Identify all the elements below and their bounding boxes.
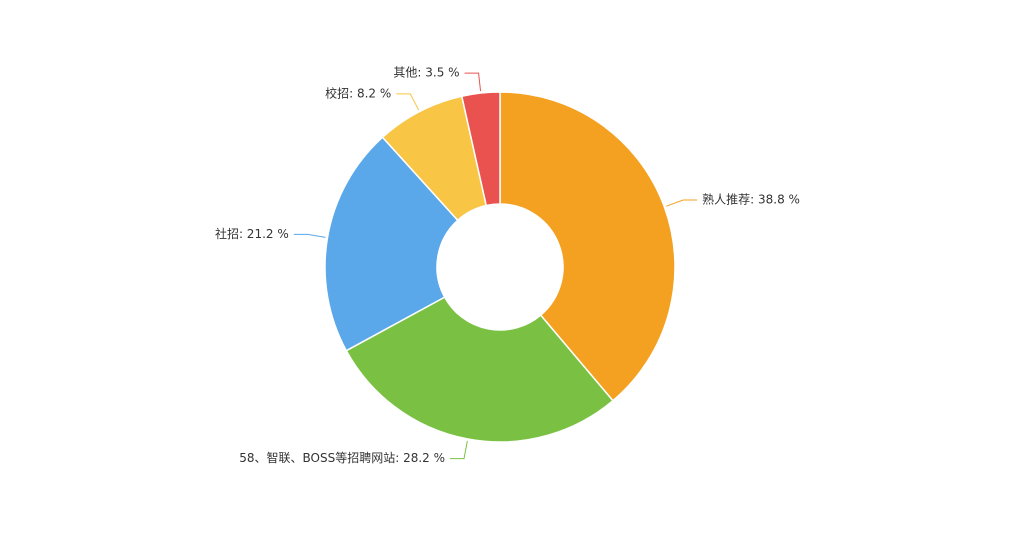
leader-line: [293, 233, 326, 238]
leader-line: [666, 199, 698, 207]
slice: [460, 91, 501, 207]
slice-label: 58、智联、BOSS等招聘网站: 28.2 %: [239, 450, 445, 465]
slice-label: 熟人推荐: 38.8 %: [702, 192, 800, 207]
slice: [345, 296, 614, 443]
leader-line: [396, 93, 420, 111]
slice: [499, 91, 676, 402]
leader-line: [464, 72, 482, 92]
slice-label: 校招: 8.2 %: [325, 85, 391, 100]
slice-label: 其他: 3.5 %: [393, 66, 459, 80]
slice: [324, 136, 459, 352]
slice-label: 社招: 21.2 %: [215, 226, 289, 241]
leader-line: [450, 440, 468, 460]
